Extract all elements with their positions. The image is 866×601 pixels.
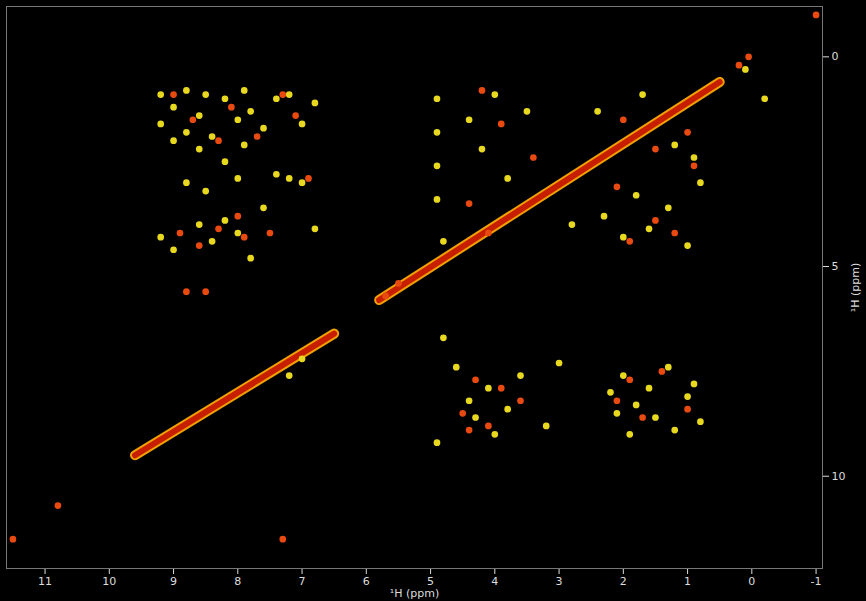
svg-text:4: 4 <box>491 575 498 588</box>
svg-text:10: 10 <box>102 575 116 588</box>
svg-text:6: 6 <box>363 575 370 588</box>
svg-text:5: 5 <box>832 260 839 273</box>
svg-text:0: 0 <box>832 50 839 63</box>
svg-text:8: 8 <box>234 575 241 588</box>
svg-text:-1: -1 <box>811 575 822 588</box>
svg-text:1: 1 <box>684 575 691 588</box>
svg-text:10: 10 <box>832 470 846 483</box>
svg-text:2: 2 <box>620 575 627 588</box>
svg-text:7: 7 <box>299 575 306 588</box>
svg-text:9: 9 <box>170 575 177 588</box>
svg-text:3: 3 <box>556 575 563 588</box>
svg-text:¹H (ppm): ¹H (ppm) <box>849 263 862 312</box>
svg-text:0: 0 <box>748 575 755 588</box>
svg-text:5: 5 <box>427 575 435 589</box>
svg-text:¹H (ppm): ¹H (ppm) <box>390 587 439 600</box>
svg-text:11: 11 <box>38 575 52 588</box>
